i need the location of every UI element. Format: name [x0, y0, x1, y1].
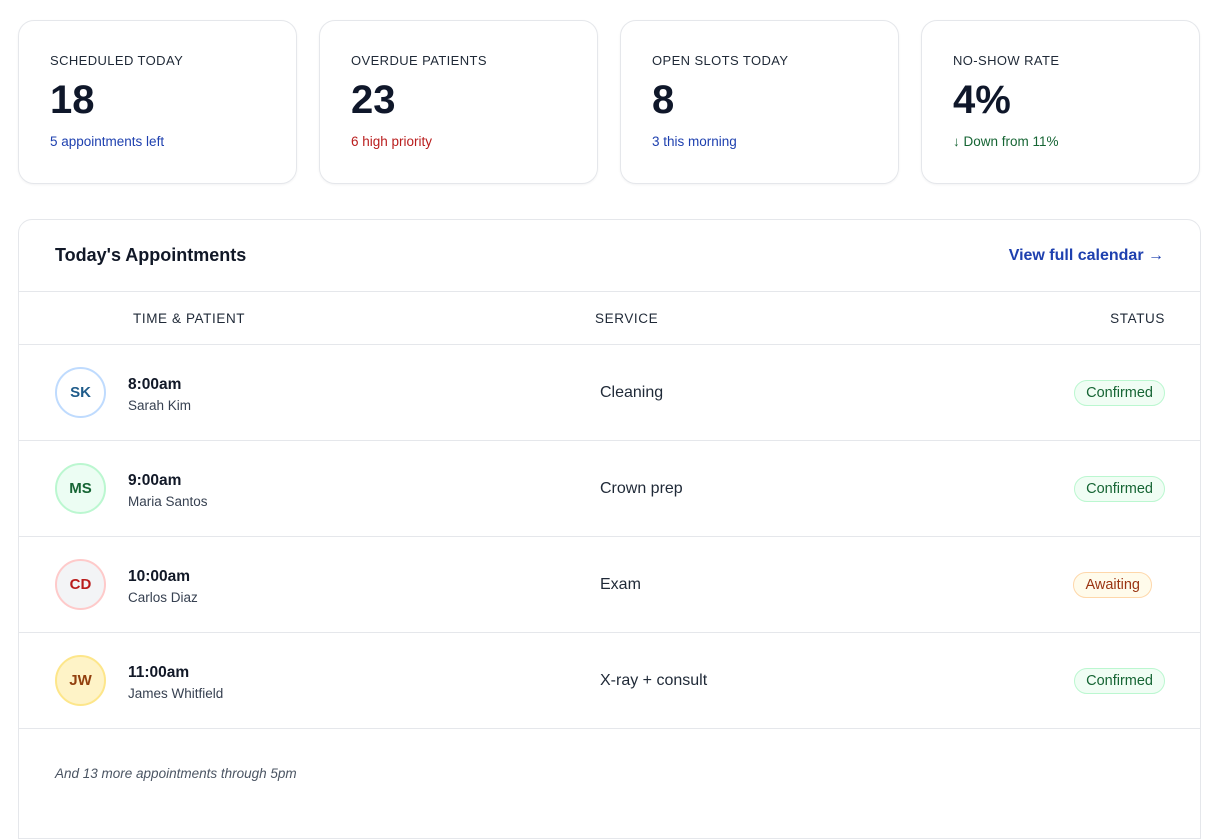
- appointment-time: 9:00am: [128, 472, 182, 489]
- service-name: Cleaning: [600, 384, 664, 401]
- stat-value: 23: [351, 78, 396, 122]
- stat-card-open-slots: OPEN SLOTS TODAY 8 3 this morning: [620, 20, 899, 184]
- appointment-time: 10:00am: [128, 568, 191, 585]
- stat-value: 18: [50, 78, 95, 122]
- stat-card-scheduled: SCHEDULED TODAY 18 5 appointments left: [18, 20, 297, 184]
- status-badge: Confirmed: [1074, 668, 1165, 694]
- column-header-patient: TIME & PATIENT: [133, 311, 246, 326]
- status-badge: Confirmed: [1074, 476, 1165, 502]
- table-row[interactable]: MS 9:00am Maria Santos Crown prep Confir…: [19, 441, 1200, 537]
- patient-name: James Whitfield: [128, 686, 224, 701]
- stat-card-overdue: OVERDUE PATIENTS 23 6 high priority: [319, 20, 598, 184]
- column-header-service: SERVICE: [595, 311, 659, 326]
- avatar: MS: [55, 463, 106, 514]
- patient-name: Sarah Kim: [128, 398, 192, 413]
- status-badge: Confirmed: [1074, 380, 1165, 406]
- panel-header: Today's Appointments View full calendar …: [19, 220, 1200, 292]
- appointment-time: 11:00am: [128, 664, 190, 681]
- stat-subtext: 6 high priority: [351, 134, 433, 149]
- page-title: Today's Appointments: [55, 245, 247, 265]
- stat-value: 8: [652, 78, 675, 122]
- service-name: Exam: [600, 576, 641, 593]
- view-calendar-link[interactable]: View full calendar →: [1008, 246, 1164, 264]
- stat-label: OPEN SLOTS TODAY: [652, 53, 789, 68]
- table-header: TIME & PATIENT SERVICE STATUS: [19, 292, 1200, 345]
- appointments-panel: Today's Appointments View full calendar …: [18, 219, 1201, 839]
- service-name: X-ray + consult: [600, 672, 708, 689]
- service-name: Crown prep: [600, 480, 683, 497]
- stat-card-no-show: NO-SHOW RATE 4% ↓ Down from 11%: [921, 20, 1200, 184]
- stat-label: OVERDUE PATIENTS: [351, 53, 487, 68]
- appointment-time: 8:00am: [128, 376, 182, 393]
- stats-row: SCHEDULED TODAY 18 5 appointments left O…: [18, 20, 1200, 184]
- stat-subtext: 5 appointments left: [50, 134, 165, 149]
- stat-subtext: ↓ Down from 11%: [953, 134, 1059, 149]
- stat-label: NO-SHOW RATE: [953, 53, 1060, 68]
- status-badge: Awaiting: [1073, 572, 1152, 598]
- stat-label: SCHEDULED TODAY: [50, 53, 184, 68]
- table-row[interactable]: SK 8:00am Sarah Kim Cleaning Confirmed: [19, 345, 1200, 441]
- table-row[interactable]: CD 10:00am Carlos Diaz Exam Awaiting: [19, 537, 1200, 633]
- patient-name: Maria Santos: [128, 494, 208, 509]
- avatar: CD: [55, 559, 106, 610]
- avatar: SK: [55, 367, 106, 418]
- more-appointments-note: And 13 more appointments through 5pm: [55, 766, 297, 781]
- column-header-status: STATUS: [1110, 311, 1165, 326]
- stat-value: 4%: [953, 78, 1011, 122]
- table-row[interactable]: JW 11:00am James Whitfield X-ray + consu…: [19, 633, 1200, 729]
- stat-subtext: 3 this morning: [652, 134, 737, 149]
- patient-name: Carlos Diaz: [128, 590, 198, 605]
- avatar: JW: [55, 655, 106, 706]
